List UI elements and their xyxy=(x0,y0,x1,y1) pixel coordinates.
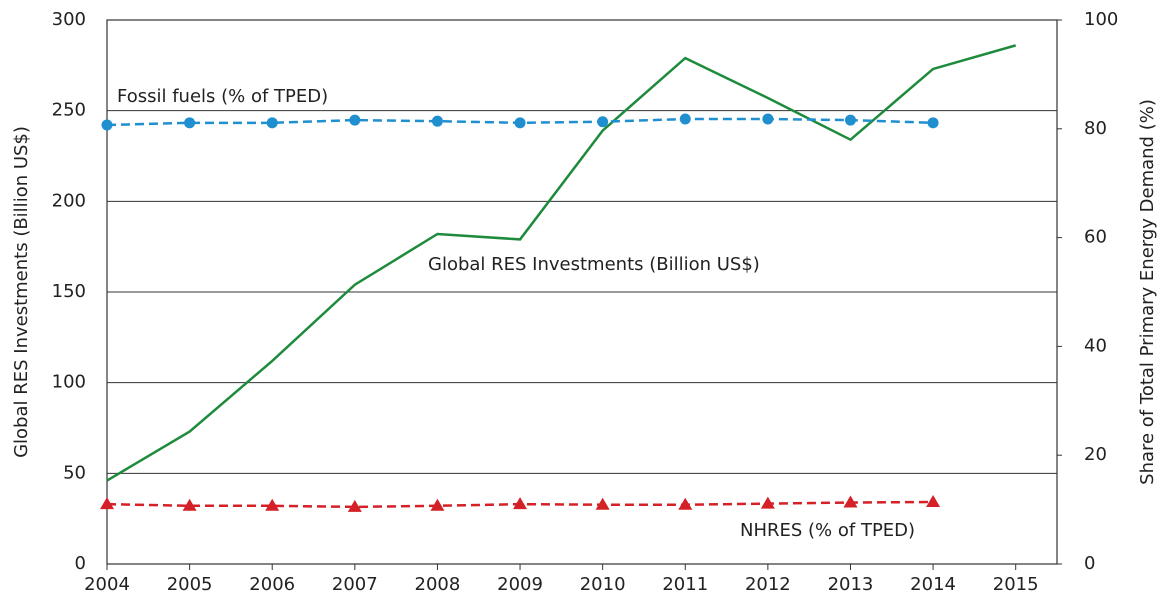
point xyxy=(595,497,610,510)
x-tick-label: 2011 xyxy=(662,574,708,595)
y-axis-label: Global RES Investments (Billion US$) xyxy=(11,126,32,458)
point xyxy=(926,494,941,507)
y2-axis-label: Share of Total Primary Energy Demand (%) xyxy=(1137,99,1158,485)
point xyxy=(347,499,362,512)
point xyxy=(678,497,693,510)
series-label: NHRES (% of TPED) xyxy=(740,520,915,541)
x-tick-label: 2012 xyxy=(745,574,791,595)
series-line xyxy=(106,44,1017,482)
x-tick-label: 2007 xyxy=(332,574,378,595)
x-tick-label: 2006 xyxy=(249,574,295,595)
point xyxy=(430,498,445,511)
y-tick-label: 200 xyxy=(52,190,86,211)
y-tick-label: 150 xyxy=(52,281,86,302)
point xyxy=(597,116,609,128)
point xyxy=(843,495,858,508)
y-tick-label: 100 xyxy=(52,372,86,393)
point xyxy=(266,117,278,129)
point xyxy=(100,497,114,510)
x-tick-label: 2015 xyxy=(993,574,1039,595)
y-tick-label: 0 xyxy=(75,553,86,574)
series-label: Fossil fuels (% of TPED) xyxy=(117,86,328,107)
x-tick-label: 2014 xyxy=(910,574,956,595)
y-tick-label: 250 xyxy=(52,100,86,121)
point xyxy=(514,117,526,129)
x-tick-label: 2013 xyxy=(828,574,874,595)
point xyxy=(431,115,443,127)
y2-tick-label: 40 xyxy=(1084,335,1107,356)
point xyxy=(844,114,856,126)
x-tick-label: 2010 xyxy=(580,574,626,595)
point xyxy=(184,117,196,129)
y-tick-label: 50 xyxy=(63,462,86,483)
point xyxy=(679,113,691,125)
point xyxy=(182,498,197,511)
y2-tick-label: 80 xyxy=(1084,118,1107,139)
x-tick-label: 2008 xyxy=(415,574,461,595)
x-tick-label: 2005 xyxy=(167,574,213,595)
y2-tick-label: 60 xyxy=(1084,227,1107,248)
y2-tick-label: 0 xyxy=(1084,553,1095,574)
x-tick-label: 2004 xyxy=(84,574,130,595)
point xyxy=(762,113,774,125)
x-tick-label: 2009 xyxy=(497,574,543,595)
y2-tick-label: 100 xyxy=(1084,9,1118,30)
point xyxy=(101,119,113,131)
y2-tick-label: 20 xyxy=(1084,444,1107,465)
point xyxy=(513,497,528,510)
point xyxy=(265,498,280,511)
point xyxy=(349,114,361,126)
series-label: Global RES Investments (Billion US$) xyxy=(428,254,760,275)
point xyxy=(760,496,775,509)
y-tick-label: 300 xyxy=(52,9,86,30)
point xyxy=(927,117,939,129)
